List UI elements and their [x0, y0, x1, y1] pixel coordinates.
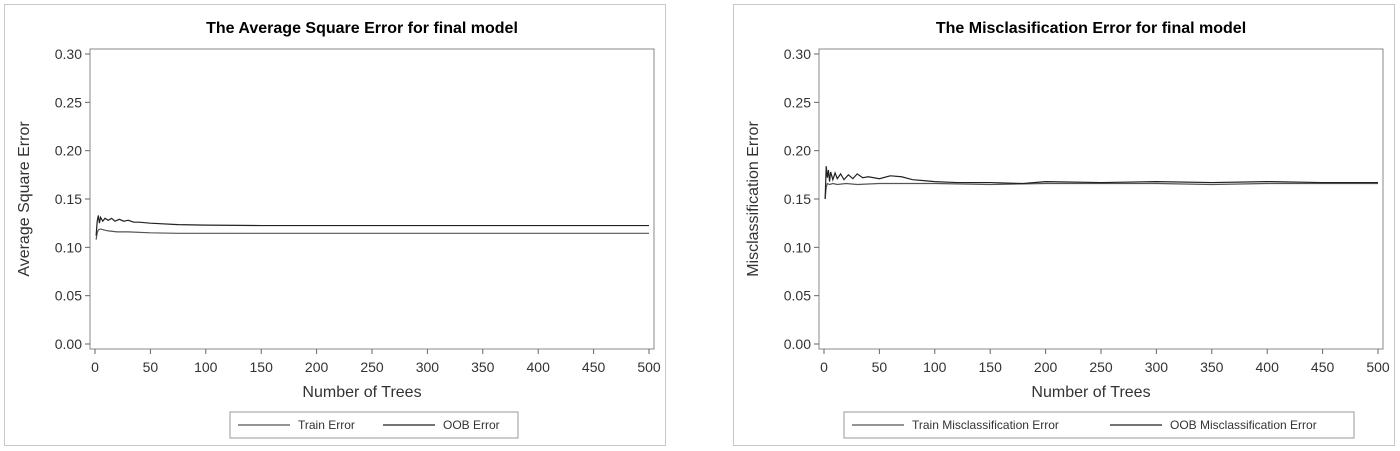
legend-entry-label: OOB Misclassification Error: [1170, 418, 1317, 432]
x-tick-label: 250: [360, 359, 384, 375]
y-tick-label: 0.30: [784, 46, 811, 62]
y-tick-label: 0.00: [55, 336, 82, 352]
x-tick-label: 0: [820, 359, 828, 375]
x-tick-label: 150: [979, 359, 1003, 375]
legend-box: [229, 411, 519, 439]
x-tick-label: 300: [416, 359, 440, 375]
x-tick-label: 50: [872, 359, 888, 375]
y-tick-label: 0.05: [784, 288, 811, 304]
chart-average-square-error: The Average Square Error for final model…: [16, 20, 661, 439]
y-tick-label: 0.25: [55, 94, 82, 110]
y-tick-label: 0.05: [55, 288, 82, 304]
plot-area: [89, 48, 655, 350]
x-tick-label: 200: [305, 359, 329, 375]
plot-area: [818, 48, 1384, 350]
x-tick-label: 450: [1311, 359, 1335, 375]
x-tick-label: 300: [1145, 359, 1169, 375]
series-line-oob: [824, 166, 1378, 200]
series-line-train: [95, 228, 649, 240]
legend-entry-label: OOB Error: [443, 418, 500, 432]
chart-title: The Misclasification Error for final mod…: [936, 20, 1246, 37]
chart-panel-average-square-error: The Average Square Error for final model…: [4, 4, 666, 446]
legend-entry-label: Train Error: [298, 418, 355, 432]
x-axis-label: Number of Trees: [1031, 384, 1150, 401]
series-line-oob: [95, 215, 649, 236]
y-tick-label: 0.15: [55, 191, 82, 207]
x-tick-label: 150: [250, 359, 274, 375]
x-tick-label: 500: [1366, 359, 1390, 375]
x-tick-label: 450: [582, 359, 606, 375]
chart-title: The Average Square Error for final model: [206, 20, 518, 37]
y-tick-label: 0.00: [784, 336, 811, 352]
x-tick-label: 400: [1256, 359, 1280, 375]
x-tick-label: 100: [194, 359, 218, 375]
x-tick-label: 500: [637, 359, 661, 375]
x-axis-label: Number of Trees: [302, 384, 421, 401]
y-tick-label: 0.25: [784, 94, 811, 110]
x-tick-label: 250: [1089, 359, 1113, 375]
x-tick-label: 0: [91, 359, 99, 375]
x-tick-label: 50: [143, 359, 159, 375]
y-tick-label: 0.10: [55, 239, 82, 255]
x-tick-label: 200: [1034, 359, 1058, 375]
x-tick-label: 100: [923, 359, 947, 375]
y-tick-label: 0.20: [55, 143, 82, 159]
y-tick-label: 0.30: [55, 46, 82, 62]
y-tick-label: 0.10: [784, 239, 811, 255]
x-tick-label: 350: [1200, 359, 1224, 375]
legend-box: [843, 411, 1355, 439]
series-line-train: [824, 182, 1378, 200]
legend-entry-label: Train Misclassification Error: [912, 418, 1059, 432]
y-tick-label: 0.20: [784, 143, 811, 159]
chart-misclassification-error: The Misclasification Error for final mod…: [745, 20, 1390, 439]
y-tick-label: 0.15: [784, 191, 811, 207]
y-axis-label: Average Square Error: [16, 121, 33, 277]
x-tick-label: 350: [471, 359, 495, 375]
y-axis-label: Misclassification Error: [745, 121, 762, 277]
chart-panel-misclassification-error: The Misclasification Error for final mod…: [733, 4, 1395, 446]
x-tick-label: 400: [527, 359, 551, 375]
